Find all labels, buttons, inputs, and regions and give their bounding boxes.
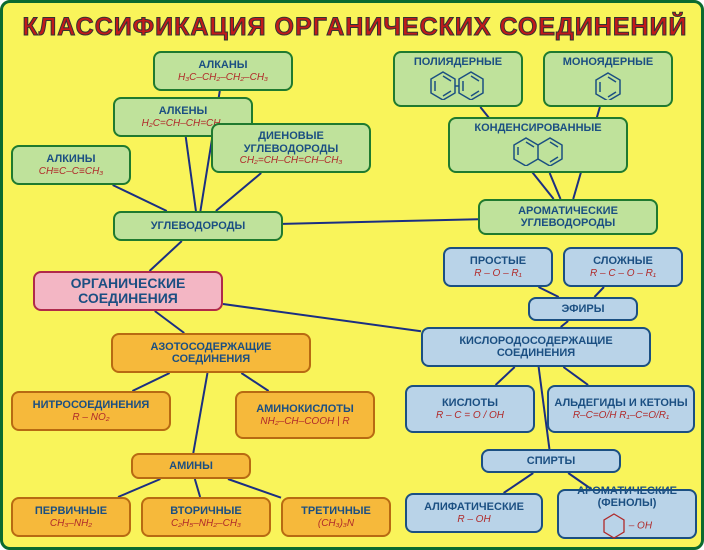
node-title: НИТРОСОЕДИНЕНИЯ	[33, 399, 150, 411]
edge-spirty-alifat	[504, 473, 534, 493]
node-formula: (CH₃)₃N	[318, 518, 354, 529]
node-kondens: КОНДЕНСИРОВАННЫЕ	[448, 117, 628, 173]
edge-kislorod-kisloty	[496, 367, 515, 385]
edge-kondens-aromat	[550, 173, 561, 199]
edge-alkiny-uglevodorody	[113, 185, 167, 211]
biphenyl-icon	[429, 70, 487, 100]
node-alkany: АЛКАНЫH₃C–CH₂–CH₂–CH₃	[153, 51, 293, 91]
edge-organic-azot	[155, 311, 184, 333]
edge-alkeny-uglevodorody	[186, 137, 196, 211]
edge-slozhnye-efiry	[594, 287, 604, 297]
node-title: АРОМАТИЧЕСКИЕ УГЛЕВОДОРОДЫ	[484, 205, 652, 229]
node-aminy: АМИНЫ	[131, 453, 251, 479]
node-azot: АЗОТОСОДЕРЖАЩИЕ СОЕДИНЕНИЯ	[111, 333, 311, 373]
node-formula: R – C – O – R₁	[590, 268, 656, 279]
node-title: ВТОРИЧНЫЕ	[170, 505, 242, 517]
node-title: АРОМАТИЧЕСКИЕ (ФЕНОЛЫ)	[563, 485, 691, 509]
edge-azot-aminy	[193, 373, 207, 453]
edge-dienovye-uglevodorody	[216, 173, 261, 211]
node-alkiny: АЛКИНЫCH≡C–C≡CH₃	[11, 145, 131, 185]
node-formula: CH₂=CH–CH=CH–CH₃	[240, 155, 343, 166]
node-uglevodorody: УГЛЕВОДОРОДЫ	[113, 211, 283, 241]
node-spirty: СПИРТЫ	[481, 449, 621, 473]
node-aminokisloty: АМИНОКИСЛОТЫNH₂–CH–COOH | R	[235, 391, 375, 439]
node-title: АЛКАНЫ	[198, 59, 247, 71]
node-formula: R – NO₂	[72, 412, 109, 423]
node-formula: R – O – R₁	[474, 268, 522, 279]
node-formula: CH₃–NH₂	[50, 518, 92, 529]
node-title: АЗОТОСОДЕРЖАЩИЕ СОЕДИНЕНИЯ	[117, 341, 305, 365]
node-title: ПЕРВИЧНЫЕ	[35, 505, 107, 517]
node-title: АМИНОКИСЛОТЫ	[256, 403, 354, 415]
node-title: СЛОЖНЫЕ	[593, 255, 653, 267]
node-title: УГЛЕВОДОРОДЫ	[151, 220, 246, 232]
node-formula: – OH	[602, 509, 652, 543]
edge-aminy-vtorichnye	[195, 479, 200, 497]
node-formula: C₂H₅–NH₂–CH₃	[171, 518, 241, 529]
node-efiry: ЭФИРЫ	[528, 297, 638, 321]
benzene-icon	[593, 70, 623, 100]
edge-organic-kislorod	[223, 304, 421, 331]
node-formula: R – OH	[457, 514, 490, 525]
edge-uglevodorody-aromat	[283, 219, 478, 224]
node-vtorichnye: ВТОРИЧНЫЕC₂H₅–NH₂–CH₃	[141, 497, 271, 537]
node-aromat: АРОМАТИЧЕСКИЕ УГЛЕВОДОРОДЫ	[478, 199, 658, 235]
node-formula: CH≡C–C≡CH₃	[39, 166, 104, 177]
node-title: ДИЕНОВЫЕ УГЛЕВОДОРОДЫ	[217, 130, 365, 154]
edge-kislorod-aldegidy	[563, 367, 588, 385]
node-title: АМИНЫ	[169, 460, 213, 472]
node-kisloty: КИСЛОТЫR – C = O / OH	[405, 385, 535, 433]
node-title: КИСЛОРОДОСОДЕРЖАЩИЕ СОЕДИНЕНИЯ	[427, 335, 645, 359]
node-alifat: АЛИФАТИЧЕСКИЕR – OH	[405, 493, 543, 533]
node-tretichnye: ТРЕТИЧНЫЕ(CH₃)₃N	[281, 497, 391, 537]
phenol-icon	[602, 511, 626, 541]
node-nitro: НИТРОСОЕДИНЕНИЯR – NO₂	[11, 391, 171, 431]
node-monoyadernye: МОНОЯДЕРНЫЕ	[543, 51, 673, 107]
node-title: МОНОЯДЕРНЫЕ	[563, 56, 654, 68]
node-title: АЛКЕНЫ	[159, 105, 208, 117]
node-poliyadernye: ПОЛИЯДЕРНЫЕ	[393, 51, 523, 107]
node-title: АЛИФАТИЧЕСКИЕ	[424, 501, 524, 513]
node-slozhnye: СЛОЖНЫЕR – C – O – R₁	[563, 247, 683, 287]
edge-aminy-tretichnye	[228, 479, 281, 498]
node-dienovye: ДИЕНОВЫЕ УГЛЕВОДОРОДЫCH₂=CH–CH=CH–CH₃	[211, 123, 371, 173]
node-title: КОНДЕНСИРОВАННЫЕ	[474, 122, 601, 134]
node-title: ЭФИРЫ	[561, 303, 604, 315]
node-formula: R – C = O / OH	[436, 410, 504, 421]
edge-uglevodorody-organic	[150, 241, 182, 271]
edge-prostye-efiry	[538, 287, 558, 297]
node-formula: H₃C–CH₂–CH₂–CH₃	[178, 72, 268, 83]
node-aldegidy: АЛЬДЕГИДЫ И КЕТОНЫR–C=O/H R₁–C=O/R₁	[547, 385, 695, 433]
node-title: ОРГАНИЧЕСКИЕ СОЕДИНЕНИЯ	[39, 276, 217, 307]
diagram-canvas: КЛАССИФИКАЦИЯ ОРГАНИЧЕСКИХ СОЕДИНЕНИЙ АЛ…	[0, 0, 704, 550]
node-title: ПРОСТЫЕ	[470, 255, 526, 267]
node-kislorod: КИСЛОРОДОСОДЕРЖАЩИЕ СОЕДИНЕНИЯ	[421, 327, 651, 367]
node-prostye: ПРОСТЫЕR – O – R₁	[443, 247, 553, 287]
naphthalene-icon	[513, 136, 563, 166]
edge-azot-nitro	[132, 373, 169, 391]
edge-aminy-pervichnye	[118, 479, 160, 497]
node-title: ТРЕТИЧНЫЕ	[301, 505, 371, 517]
node-title: ПОЛИЯДЕРНЫЕ	[414, 56, 502, 68]
node-title: АЛКИНЫ	[46, 153, 95, 165]
edge-azot-aminokisloty	[241, 373, 268, 391]
node-title: КИСЛОТЫ	[442, 397, 498, 409]
node-aromfenoly: АРОМАТИЧЕСКИЕ (ФЕНОЛЫ) – OH	[557, 489, 697, 539]
node-pervichnye: ПЕРВИЧНЫЕCH₃–NH₂	[11, 497, 131, 537]
node-title: СПИРТЫ	[527, 455, 575, 467]
node-organic: ОРГАНИЧЕСКИЕ СОЕДИНЕНИЯ	[33, 271, 223, 311]
node-formula: R–C=O/H R₁–C=O/R₁	[573, 410, 669, 421]
diagram-title: КЛАССИФИКАЦИЯ ОРГАНИЧЕСКИХ СОЕДИНЕНИЙ	[3, 13, 704, 42]
node-formula: NH₂–CH–COOH | R	[260, 416, 349, 427]
node-title: АЛЬДЕГИДЫ И КЕТОНЫ	[554, 397, 687, 409]
